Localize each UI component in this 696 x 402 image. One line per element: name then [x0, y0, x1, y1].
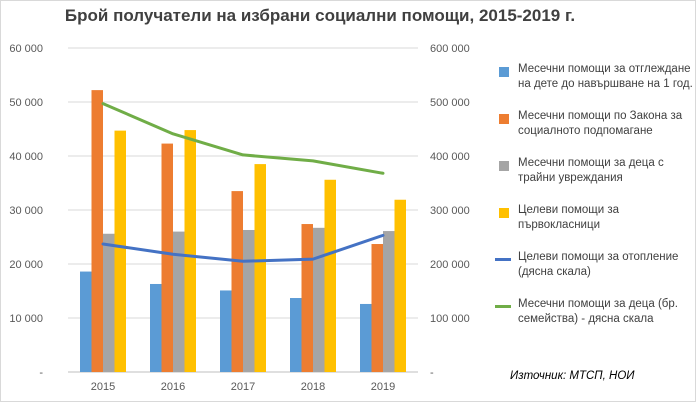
legend-swatch	[495, 305, 511, 308]
legend-item: Целеви помощи за първокласници	[493, 203, 693, 250]
legend-label: Целеви помощи за първокласници	[518, 204, 620, 231]
source-note: Източник: МТСП, НОИ	[510, 370, 635, 382]
bar	[161, 143, 173, 372]
legend-label: Месечни помощи по Закона за социалното п…	[518, 110, 683, 137]
bar	[184, 130, 196, 372]
bar	[80, 271, 92, 372]
legend-item: Месечни помощи за отглеждане на дете до …	[493, 62, 693, 109]
bar	[290, 298, 302, 372]
x-tick-label: 2016	[161, 381, 185, 393]
bar	[173, 231, 185, 372]
y-left-tick-label: -	[39, 367, 43, 379]
y-right-tick-label: 400 000	[430, 151, 470, 163]
bar	[91, 90, 103, 373]
y-left-tick-label: 10 000	[9, 313, 43, 325]
y-right-tick-label: 600 000	[430, 43, 470, 55]
legend-swatch	[495, 258, 511, 261]
legend-label: Целеви помощи за отопление (дясна скала)	[518, 251, 679, 278]
chart-title: Брой получатели на избрани социални помо…	[64, 6, 576, 25]
legend-item: Месечни помощи за деца (бр. семейства) -…	[493, 297, 693, 344]
legend-label: Месечни помощи за отглеждане на дете до …	[518, 63, 693, 90]
bar	[394, 199, 406, 372]
bar	[324, 179, 336, 372]
legend-item: Месечни помощи за деца с трайни увреждан…	[493, 156, 693, 203]
x-tick-label: 2017	[231, 381, 255, 393]
bar	[371, 244, 383, 372]
bar	[231, 191, 243, 372]
y-right-tick-label: 300 000	[430, 205, 470, 217]
bar	[103, 233, 115, 372]
x-tick-label: 2015	[91, 381, 115, 393]
bar	[360, 303, 372, 372]
bar	[254, 164, 266, 372]
legend-swatch	[499, 208, 509, 218]
bar	[313, 227, 325, 372]
legend-swatch	[499, 114, 509, 124]
bar	[150, 283, 162, 372]
bar	[383, 231, 395, 372]
bar	[301, 224, 313, 372]
legend-label: Месечни помощи за деца с трайни увреждан…	[518, 157, 664, 184]
y-right-tick-label: 500 000	[430, 97, 470, 109]
y-left-tick-label: 30 000	[9, 205, 43, 217]
y-left-tick-label: 20 000	[9, 259, 43, 271]
y-right-tick-label: 100 000	[430, 313, 470, 325]
x-tick-label: 2018	[301, 381, 325, 393]
bar	[114, 130, 126, 372]
bar	[220, 290, 232, 372]
y-right-tick-label: 200 000	[430, 259, 470, 271]
series-line	[101, 233, 385, 263]
y-right-tick-label: -	[430, 367, 434, 379]
series-line	[101, 102, 385, 175]
bar	[243, 229, 255, 372]
x-tick-label: 2019	[371, 381, 395, 393]
y-left-tick-label: 60 000	[9, 43, 43, 55]
legend-item: Целеви помощи за отопление (дясна скала)	[493, 250, 693, 297]
legend-label: Месечни помощи за деца (бр. семейства) -…	[518, 298, 678, 325]
legend-swatch	[499, 67, 509, 77]
chart-legend: Месечни помощи за отглеждане на дете до …	[493, 62, 693, 344]
y-left-tick-label: 40 000	[9, 151, 43, 163]
legend-swatch	[499, 161, 509, 171]
y-left-tick-label: 50 000	[9, 97, 43, 109]
legend-item: Месечни помощи по Закона за социалното п…	[493, 109, 693, 156]
